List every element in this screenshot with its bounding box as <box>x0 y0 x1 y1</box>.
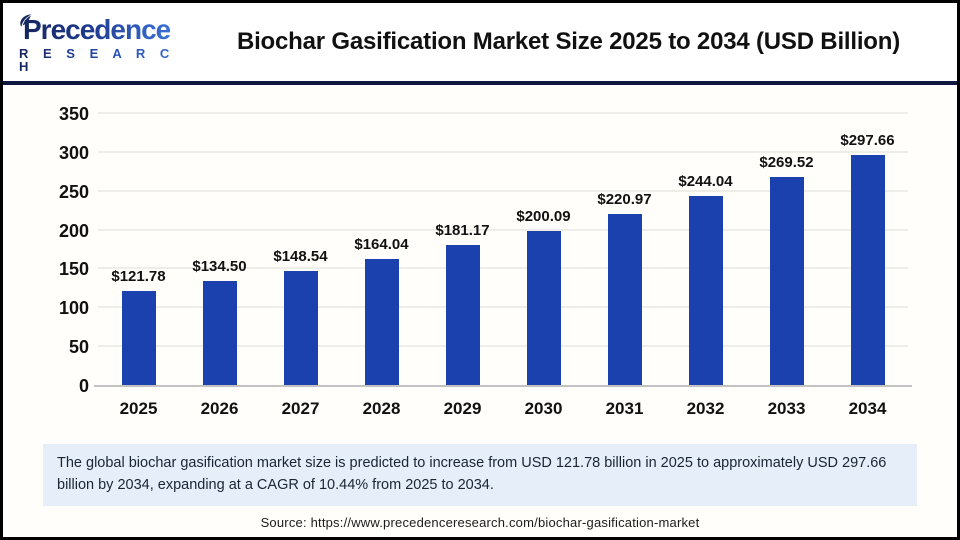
bar-slot: $148.54 <box>260 114 341 386</box>
bar <box>607 214 642 386</box>
summary-panel: The global biochar gasification market s… <box>43 444 917 506</box>
y-tick-label: 150 <box>58 259 89 280</box>
gridline <box>98 189 908 192</box>
x-tick-label: 2034 <box>848 399 887 418</box>
page-title: Biochar Gasification Market Size 2025 to… <box>236 28 901 55</box>
bar-slot: $134.50 <box>179 114 260 386</box>
x-tick-label: 2027 <box>281 399 320 418</box>
bar <box>850 154 885 386</box>
bar-slot: $297.66 <box>827 114 908 386</box>
bar <box>283 270 318 386</box>
bar-slot: $121.78 <box>98 114 179 386</box>
bar-value-label: $297.66 <box>840 131 895 149</box>
x-tick-label: 2031 <box>605 399 644 418</box>
y-tick-label: 350 <box>58 104 89 124</box>
summary-text: The global biochar gasification market s… <box>57 455 887 494</box>
bar-slot: $220.97 <box>584 114 665 386</box>
bar-slot: $200.09 <box>503 114 584 386</box>
logo-wordmark: Precedence <box>23 13 171 45</box>
y-tick-label: 50 <box>68 337 89 358</box>
x-tick-label: 2029 <box>443 399 482 418</box>
bar <box>769 176 804 386</box>
precedence-research-logo: Precedence R E S E A R C H <box>19 12 194 73</box>
bar-chart: 0 50 100 150 200 250 300 350 $121.78 $134.50 $148… <box>3 85 957 444</box>
gridline <box>98 306 908 309</box>
y-tick-label: 250 <box>58 181 89 202</box>
gridline <box>98 267 908 270</box>
y-tick-label: 300 <box>58 142 89 163</box>
header: Precedence R E S E A R C H Biochar Gasif… <box>3 3 957 81</box>
bar <box>121 291 156 386</box>
bar-slot: $164.04 <box>341 114 422 386</box>
x-tick-label: 2026 <box>200 399 239 418</box>
bar-value-label: $164.04 <box>354 235 409 253</box>
bar-value-label: $134.50 <box>192 258 247 276</box>
bar <box>445 245 480 386</box>
source-line: Source: https://www.precedenceresearch.c… <box>260 514 700 530</box>
bar-value-label: $121.78 <box>111 268 166 286</box>
bar-value-label: $269.52 <box>759 153 814 171</box>
gridline <box>98 228 908 231</box>
gridline <box>98 112 908 114</box>
x-axis-line <box>94 385 912 387</box>
bar <box>526 230 561 386</box>
x-tick-label: 2032 <box>686 399 725 418</box>
logo-top-row: Precedence <box>19 13 194 45</box>
plot-area: $121.78 $134.50 $148.54 $164.04 $181.17 $200.… <box>94 112 912 387</box>
x-tick-label: 2030 <box>524 399 563 418</box>
bar-slot: $244.04 <box>665 114 746 386</box>
bar-value-label: $148.54 <box>273 247 328 265</box>
bar <box>364 258 399 386</box>
bars-row: $121.78 $134.50 $148.54 $164.04 $181.17 $200.… <box>98 114 908 386</box>
bar <box>688 196 723 386</box>
bar-slot: $269.52 <box>746 114 827 386</box>
bar-value-label: $220.97 <box>597 191 652 209</box>
bar <box>202 281 237 386</box>
logo-subtitle: R E S E A R C H <box>19 47 194 73</box>
gridline <box>98 345 908 348</box>
gridline <box>98 150 908 153</box>
bar-value-label: $244.04 <box>678 173 733 191</box>
bar-value-label: $200.09 <box>516 207 571 225</box>
y-tick-label: 200 <box>58 220 89 241</box>
x-tick-label: 2025 <box>119 399 158 418</box>
y-tick-label: 100 <box>58 298 89 319</box>
leaf-icon <box>20 13 32 27</box>
x-tick-label: 2033 <box>767 399 806 418</box>
header-divider <box>3 81 957 85</box>
x-tick-label: 2028 <box>362 399 401 418</box>
y-tick-label: 0 <box>78 376 89 396</box>
bar-slot: $181.17 <box>422 114 503 386</box>
bar-value-label: $181.17 <box>435 222 490 240</box>
x-axis-labels: 2025 2026 2027 2028 2029 2030 2031 2032 2033 2034 <box>98 399 908 419</box>
y-axis-labels: 0 50 100 150 200 250 300 350 <box>41 105 89 395</box>
